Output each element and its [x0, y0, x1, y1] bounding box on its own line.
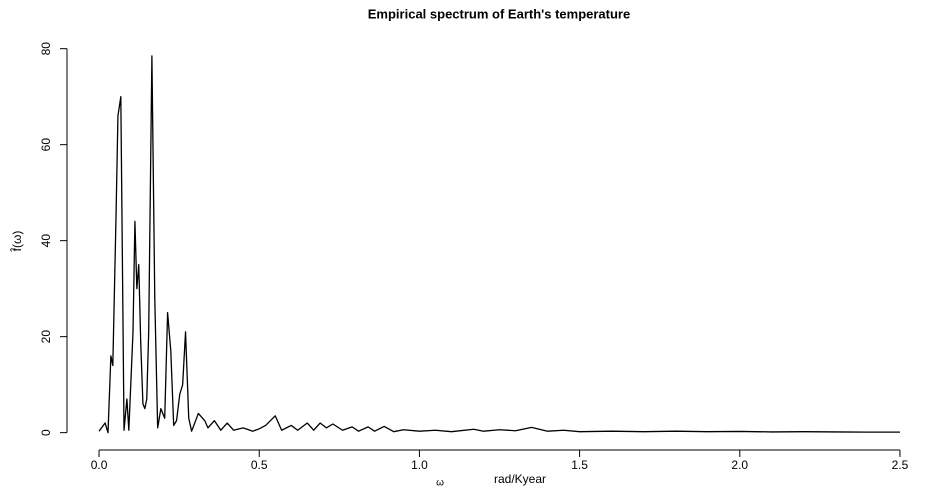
x-tick-label: 0.5: [251, 458, 268, 472]
chart-title: Empirical spectrum of Earth's temperatur…: [368, 6, 630, 21]
x-axis-symbol: ω: [436, 478, 444, 489]
y-tick-label: 40: [39, 234, 53, 248]
x-tick-label: 1.0: [411, 458, 428, 472]
y-axis-label: f̂(ω): [9, 231, 24, 252]
y-tick-label: 20: [39, 330, 53, 344]
x-tick-label: 2.5: [892, 458, 909, 472]
x-tick-label: 0.0: [91, 458, 108, 472]
x-tick-label: 1.5: [571, 458, 588, 472]
y-tick-label: 60: [39, 138, 53, 152]
y-tick-label: 80: [39, 42, 53, 56]
spectrum-line: [98, 55, 900, 434]
x-tick-label: 2.0: [731, 458, 748, 472]
x-axis-label: rad/Kyear: [494, 472, 546, 486]
y-tick-label: 0: [39, 429, 53, 436]
